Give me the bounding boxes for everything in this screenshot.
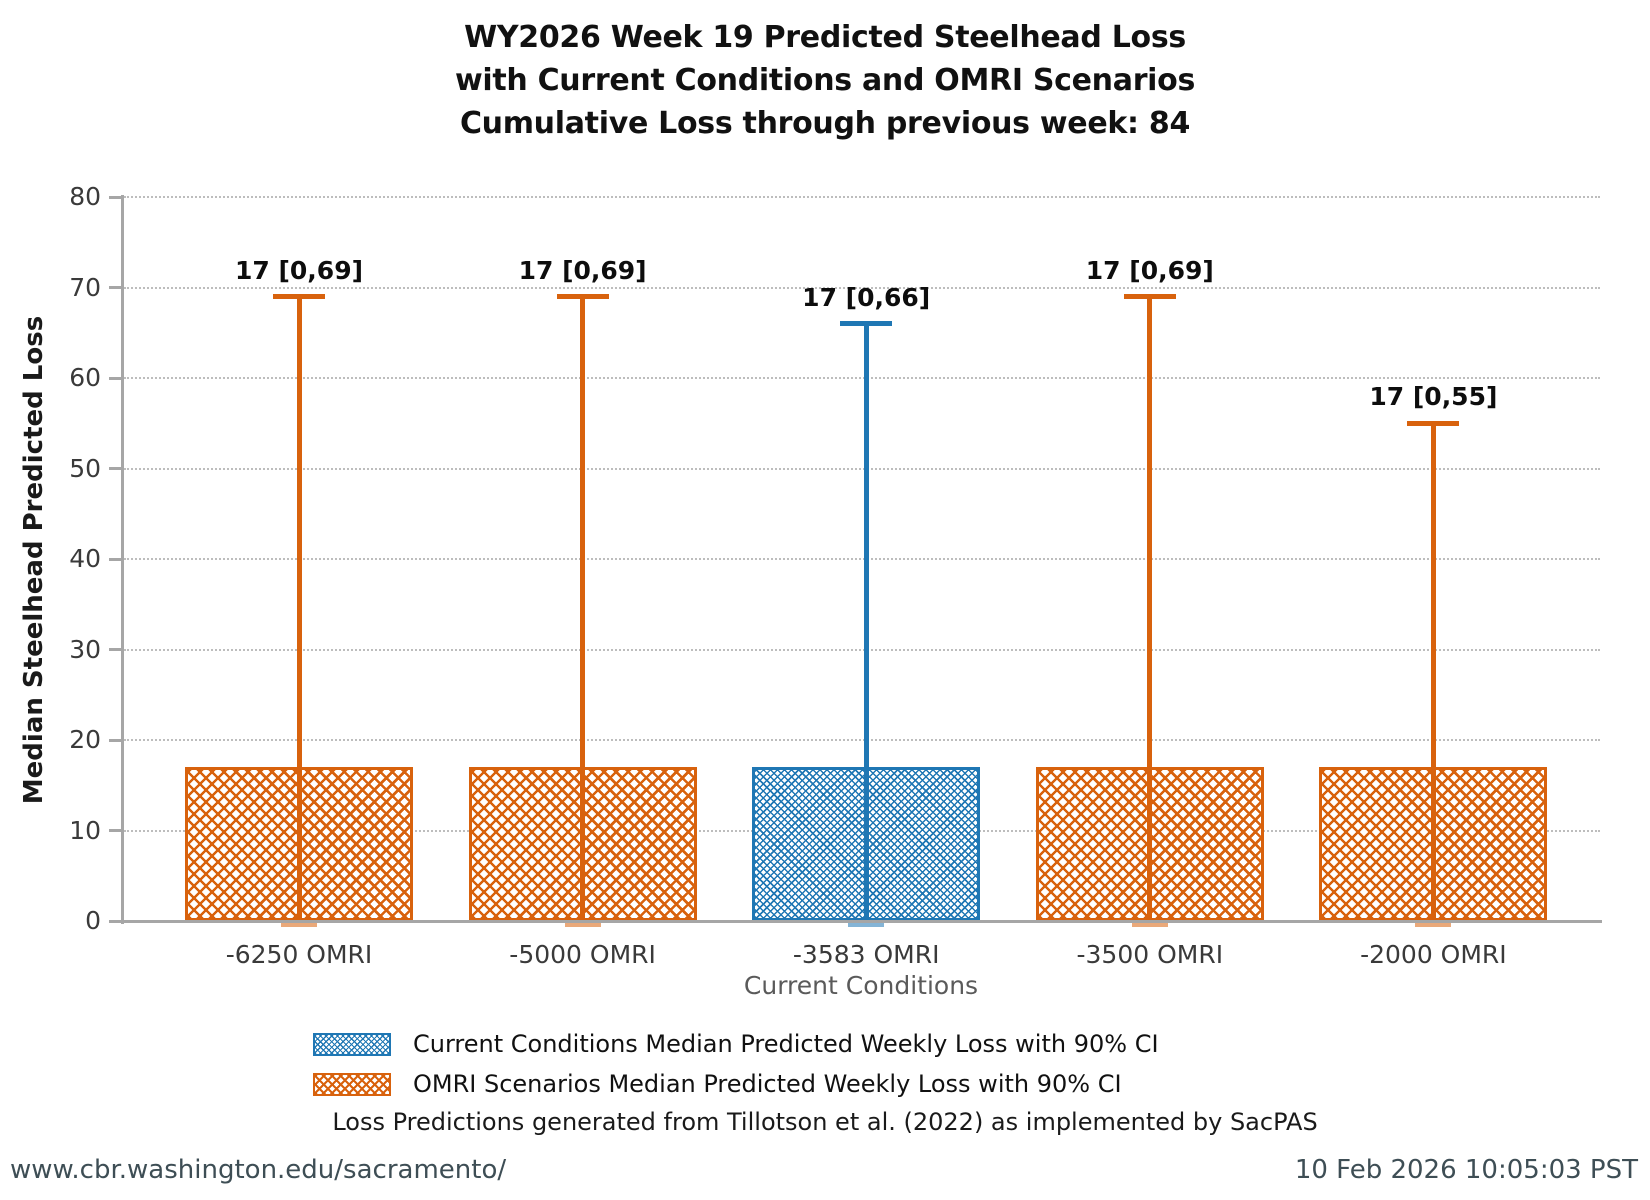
x-tick-label: -3500 OMRI	[1076, 940, 1224, 969]
error-bar-stem	[580, 296, 586, 921]
legend-label-current: Current Conditions Median Predicted Week…	[413, 1030, 1159, 1058]
error-bar-stem	[1430, 423, 1436, 921]
error-bar-cap-bottom	[848, 919, 885, 927]
y-axis-label: Median Steelhead Predicted Loss	[19, 315, 49, 805]
y-tick-label-0: 0	[85, 906, 101, 935]
bar-value-label: 17 [0,69]	[234, 255, 364, 285]
chart-title-line-1: WY2026 Week 19 Predicted Steelhead Loss	[464, 20, 1186, 55]
legend-swatch-current	[313, 1033, 391, 1056]
error-bar-stem	[296, 296, 302, 921]
y-tick-mark-60	[109, 376, 122, 380]
y-tick-mark-0	[109, 919, 122, 923]
y-tick-label-30: 30	[69, 634, 101, 664]
x-tick-label: -3583 OMRI	[792, 940, 940, 969]
bar-value-label: 17 [0,69]	[518, 255, 647, 285]
legend-swatch-omri	[313, 1073, 391, 1096]
error-bar-cap-bottom	[1415, 919, 1452, 927]
gridline-y20	[124, 739, 1600, 741]
footer-timestamp: 10 Feb 2026 10:05:03 PST	[1294, 1155, 1638, 1185]
legend-row-current: Current Conditions Median Predicted Week…	[313, 1030, 1159, 1059]
x-tick-label: -5000 OMRI	[509, 940, 656, 969]
legend: Current Conditions Median Predicted Week…	[313, 1030, 1159, 1110]
chart-title-line-3: Cumulative Loss through previous week: 8…	[459, 106, 1191, 141]
error-bar-cap-top	[556, 294, 609, 300]
footer-url: www.cbr.washington.edu/sacramento/	[10, 1155, 507, 1185]
gridline-y60	[124, 377, 1600, 379]
error-bar-cap-bottom	[1131, 919, 1168, 927]
y-tick-mark-20	[109, 738, 122, 742]
x-axis-line	[121, 919, 1602, 923]
error-bar-cap-top	[1407, 420, 1460, 426]
error-bar-cap-top	[840, 321, 893, 327]
chart-title-line-2: with Current Conditions and OMRI Scenari…	[454, 63, 1196, 98]
x-tick-label: -6250 OMRI	[225, 940, 373, 969]
y-tick-label-70: 70	[69, 272, 101, 302]
x-axis-label: Current Conditions	[743, 971, 979, 1000]
error-bar-cap-bottom	[281, 919, 317, 927]
gridline-y40	[124, 558, 1600, 560]
bar-value-label: 17 [0,69]	[1085, 255, 1214, 285]
error-bar-cap-top	[1123, 294, 1176, 300]
legend-row-omri: OMRI Scenarios Median Predicted Weekly L…	[313, 1070, 1159, 1099]
gridline-y70	[124, 286, 1600, 289]
y-tick-mark-40	[109, 557, 122, 561]
legend-label-omri: OMRI Scenarios Median Predicted Weekly L…	[413, 1070, 1122, 1098]
y-tick-mark-50	[109, 467, 122, 470]
bar-value-label: 17 [0,55]	[1369, 382, 1498, 412]
error-bar-stem	[1147, 296, 1153, 921]
gridline-y50	[124, 467, 1600, 470]
y-tick-label-50: 50	[69, 453, 101, 483]
y-tick-label-60: 60	[69, 363, 101, 392]
x-tick-label: -2000 OMRI	[1360, 940, 1507, 969]
y-tick-mark-70	[109, 286, 122, 289]
chart-caption: Loss Predictions generated from Tillotso…	[332, 1108, 1318, 1136]
error-bar-stem	[863, 323, 869, 921]
y-tick-mark-10	[109, 829, 122, 832]
chart-title: WY2026 Week 19 Predicted Steelhead Loss …	[0, 16, 1650, 145]
y-tick-mark-30	[109, 648, 122, 651]
y-tick-label-80: 80	[69, 182, 101, 211]
y-axis-spine	[121, 195, 124, 924]
error-bar-cap-top	[273, 294, 325, 300]
y-tick-label-10: 10	[69, 815, 101, 845]
gridline-y80	[124, 196, 1600, 198]
y-tick-label-20: 20	[69, 725, 101, 754]
bar-value-label: 17 [0,66]	[802, 282, 931, 312]
y-tick-mark-80	[109, 195, 122, 199]
gridline-y30	[124, 648, 1600, 651]
error-bar-cap-bottom	[564, 919, 601, 927]
y-tick-label-40: 40	[69, 544, 101, 573]
